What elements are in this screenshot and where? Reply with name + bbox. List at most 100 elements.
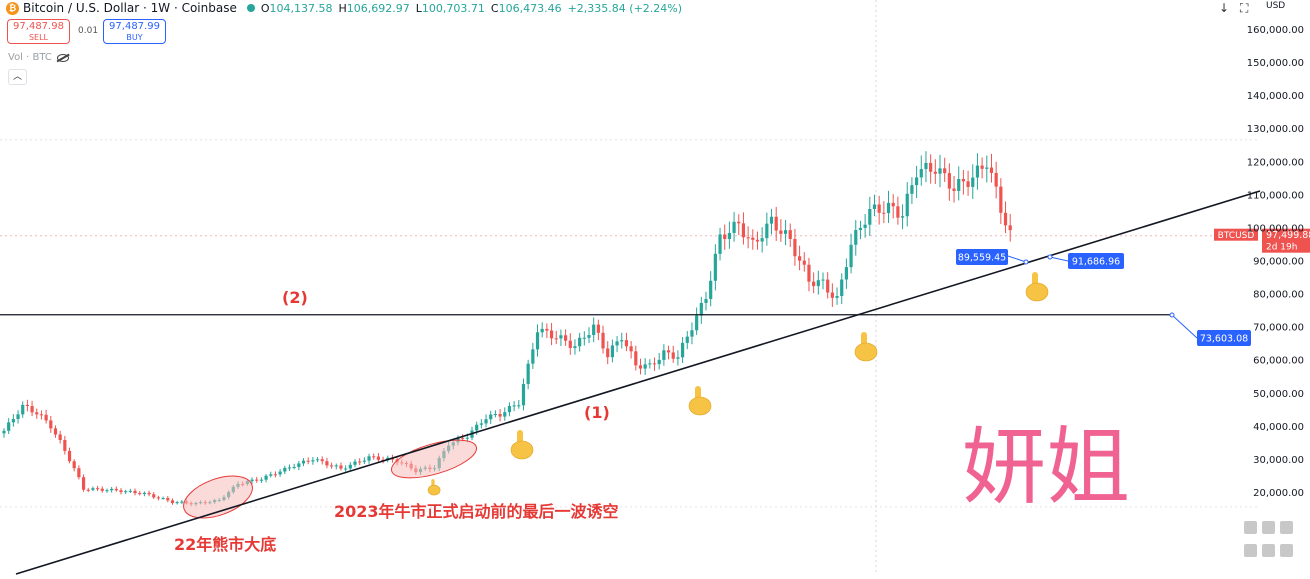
candle	[53, 425, 58, 438]
volume-indicator[interactable]: Vol · BTC	[8, 52, 69, 63]
open-label: O	[260, 1, 270, 15]
candle	[924, 151, 928, 183]
candle-body	[980, 165, 984, 169]
candle-body	[100, 488, 104, 491]
y-tick-label: 40,000.00	[1253, 422, 1304, 433]
candle-body	[905, 193, 909, 217]
candle-body	[465, 437, 469, 439]
candle-body	[643, 364, 647, 369]
candle-body	[156, 497, 161, 499]
symbol-title[interactable]: Bitcoin / U.S. Dollar · 1W · Coinbase	[23, 1, 237, 15]
candle-body	[259, 479, 263, 481]
candle-body	[779, 230, 783, 234]
candle-body	[372, 456, 376, 458]
y-tick-label: 30,000.00	[1253, 455, 1304, 466]
y-tick-label: 20,000.00	[1253, 488, 1304, 499]
pointing-hand-finger	[1032, 272, 1038, 286]
candle-body	[535, 332, 540, 350]
candle	[989, 153, 994, 183]
trendline-label-1: (1)	[584, 403, 610, 422]
candle-body	[924, 162, 928, 170]
callout-73603-box	[1197, 330, 1251, 346]
annotation-last-shakeout: 2023年牛市正式启动前的最后一波诱空	[334, 502, 619, 521]
candle	[746, 226, 750, 249]
candle	[81, 474, 86, 492]
candle-body	[531, 349, 535, 364]
candle	[96, 485, 100, 492]
candle	[292, 463, 296, 470]
y-tick-label: 100,000.00	[1247, 223, 1304, 234]
candle	[634, 345, 638, 371]
candle	[788, 223, 792, 247]
fullscreen-icon[interactable]: ⛶	[1240, 1, 1249, 15]
candle-body	[704, 298, 708, 303]
candle	[315, 457, 320, 463]
level-label-2: (2)	[282, 288, 308, 307]
candle-body	[657, 359, 661, 365]
pointing-hand-icon	[427, 479, 441, 496]
candle-body	[849, 244, 853, 268]
bitcoin-icon: ₿	[6, 1, 19, 15]
candle-body	[985, 167, 989, 169]
buy-button[interactable]: 97,487.99 BUY	[103, 19, 166, 44]
candle-body	[732, 221, 736, 233]
candle	[330, 462, 334, 469]
sell-button[interactable]: 97,487.98 SELL	[7, 19, 70, 44]
candle	[910, 177, 914, 204]
candle	[119, 488, 123, 495]
currency-selector[interactable]: USD	[1266, 1, 1286, 11]
candle-body	[812, 281, 816, 287]
candle	[732, 212, 736, 242]
candle	[882, 201, 886, 224]
candle-body	[620, 340, 624, 342]
current-price-tag	[1214, 228, 1310, 253]
candle	[704, 291, 708, 311]
price-axis: 20,000.00 30,000.00 40,000.00 50,000.00 60,0…	[1247, 25, 1304, 499]
candle	[713, 244, 717, 291]
callout-leader	[1049, 256, 1069, 262]
candle-body	[947, 173, 951, 189]
candle	[648, 359, 652, 369]
candle-body	[877, 204, 881, 213]
candle	[610, 339, 614, 363]
candle	[297, 460, 301, 471]
candle	[802, 252, 806, 272]
candle-body	[919, 169, 923, 178]
candle-body	[863, 224, 867, 228]
y-tick-label: 120,000.00	[1247, 157, 1304, 168]
buy-label: BUY	[126, 33, 143, 42]
candle	[269, 471, 273, 478]
candle	[1008, 213, 1012, 242]
eye-hidden-icon[interactable]	[56, 53, 69, 62]
candle	[793, 228, 797, 266]
annotation-bear-bottom: 22年熊市大底	[174, 535, 276, 554]
chevron-up-icon[interactable]: ︿	[8, 69, 27, 85]
candle-body	[1008, 225, 1012, 231]
down-arrow-icon[interactable]: ↓	[1219, 1, 1230, 15]
candle-body	[358, 461, 362, 463]
volume-label: Vol · BTC	[8, 52, 52, 63]
candle	[741, 212, 746, 245]
price-tag-value: 97,499.88	[1266, 230, 1310, 241]
candle-body	[67, 450, 72, 462]
candle-body	[896, 206, 900, 218]
candle-body	[854, 230, 858, 245]
symbol-header: ₿ Bitcoin / U.S. Dollar · 1W · Coinbase …	[0, 0, 688, 16]
candle	[311, 457, 315, 465]
candle-body	[685, 336, 689, 343]
candle	[582, 331, 586, 346]
candle-body	[311, 460, 315, 462]
candle	[666, 345, 671, 360]
candle-body	[348, 464, 352, 469]
candle	[142, 491, 146, 497]
candle	[147, 490, 151, 497]
candle-body	[952, 188, 956, 191]
candle	[564, 329, 568, 346]
candle	[947, 163, 951, 201]
candle-body	[283, 467, 287, 472]
candle	[49, 415, 53, 433]
candle-body	[999, 186, 1003, 213]
candle	[886, 190, 891, 223]
y-tick-label: 90,000.00	[1253, 257, 1304, 268]
